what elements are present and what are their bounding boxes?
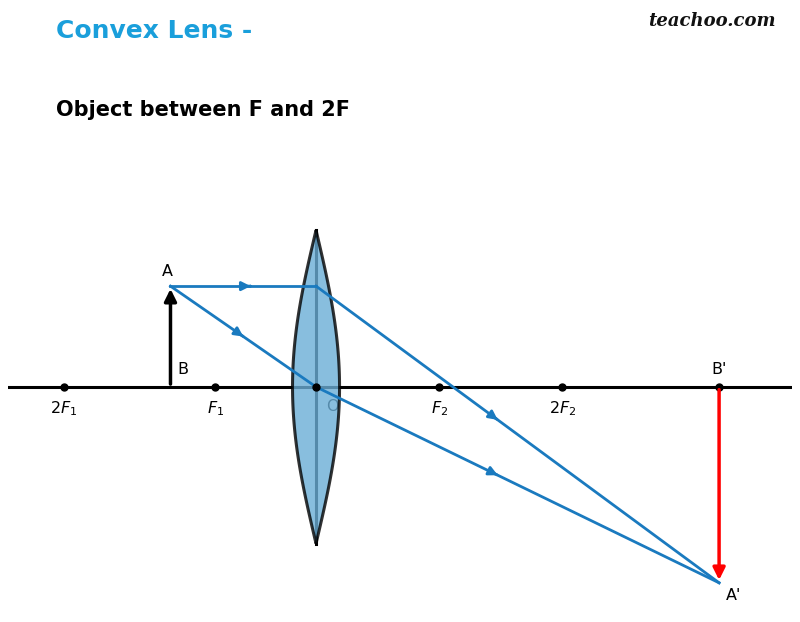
Text: $F_1$: $F_1$: [206, 399, 224, 418]
Text: B': B': [711, 362, 726, 377]
Text: teachoo.com: teachoo.com: [649, 12, 776, 30]
Text: Convex Lens -: Convex Lens -: [56, 19, 252, 43]
Text: B: B: [177, 362, 188, 377]
Text: $2F_2$: $2F_2$: [549, 399, 576, 418]
Text: $2F_1$: $2F_1$: [50, 399, 78, 418]
Text: $F_2$: $F_2$: [430, 399, 448, 418]
Text: A': A': [726, 588, 741, 603]
Text: O: O: [326, 399, 338, 414]
Text: A: A: [162, 264, 173, 279]
Polygon shape: [293, 230, 339, 544]
Text: Object between F and 2F: Object between F and 2F: [56, 100, 350, 119]
